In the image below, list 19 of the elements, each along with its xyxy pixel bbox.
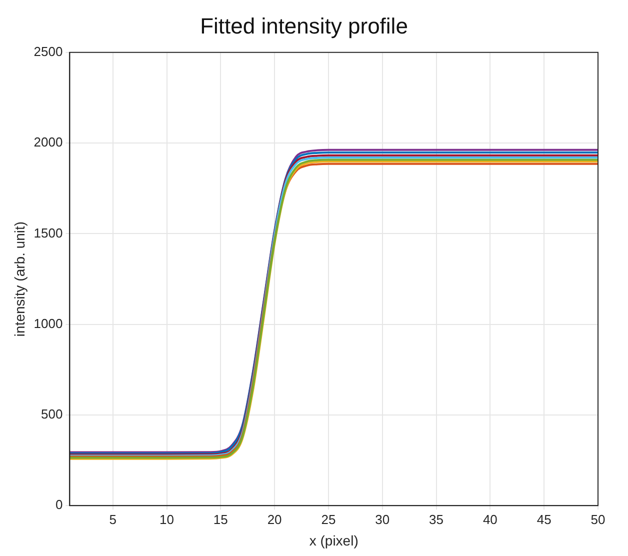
x-axis-title: x (pixel): [309, 532, 358, 548]
y-tick-label: 2000: [34, 134, 63, 150]
y-tick-label: 2500: [34, 44, 63, 59]
y-tick-label: 0: [55, 497, 63, 512]
x-tick-label: 50: [590, 512, 606, 527]
x-tick-label: 10: [160, 512, 174, 527]
x-tick-label: 25: [321, 512, 336, 527]
y-axis-title: intensity (arb. unit): [11, 221, 28, 337]
chart-title: Fitted intensity profile: [200, 13, 408, 38]
x-tick-label: 40: [482, 512, 498, 527]
x-tick-label: 30: [375, 512, 390, 527]
y-tick-label: 1000: [34, 316, 63, 331]
x-tick-label: 20: [267, 512, 282, 527]
y-tick-label: 500: [41, 406, 63, 422]
x-tick-label: 35: [429, 512, 444, 527]
x-tick-label: 15: [213, 512, 228, 527]
x-tick-label: 45: [536, 512, 552, 527]
y-tick-label: 1500: [34, 225, 63, 240]
x-tick-label: 5: [109, 512, 116, 527]
